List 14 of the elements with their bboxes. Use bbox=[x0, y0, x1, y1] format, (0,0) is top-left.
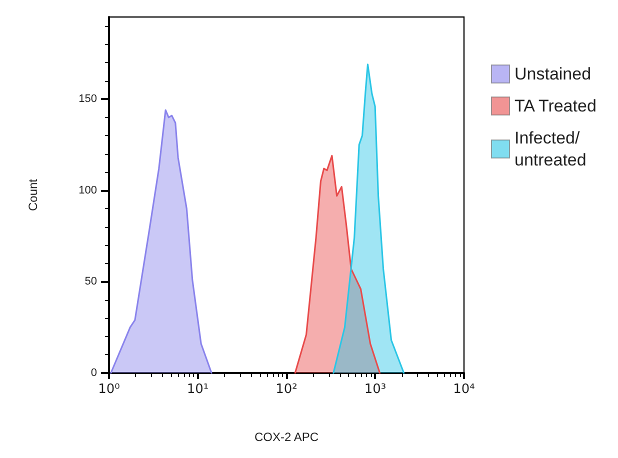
y-tick-label: 50 bbox=[84, 276, 97, 288]
legend-label: Unstained bbox=[514, 64, 592, 84]
x-tick-label: 10¹ bbox=[186, 382, 209, 397]
x-tick-label: 10⁴ bbox=[453, 382, 475, 397]
y-tick-label: 150 bbox=[78, 93, 97, 106]
y-axis-title: Count bbox=[26, 178, 40, 212]
x-axis-title: COX-2 APC bbox=[254, 430, 319, 444]
legend-label: TA Treated bbox=[514, 96, 596, 116]
y-tick-label: 0 bbox=[90, 367, 97, 379]
x-tick-label: 10⁰ bbox=[98, 382, 120, 397]
x-tick-label: 10³ bbox=[364, 382, 386, 397]
legend-label: Infected/ untreated bbox=[514, 128, 586, 170]
x-tick-label: 10² bbox=[276, 382, 298, 397]
y-tick-label: 100 bbox=[78, 184, 97, 196]
